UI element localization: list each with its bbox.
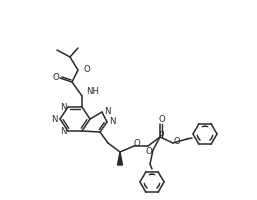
Text: O: O <box>53 72 59 82</box>
Text: N: N <box>109 117 115 127</box>
Text: N: N <box>60 128 66 136</box>
Text: O: O <box>146 148 152 156</box>
Text: O: O <box>159 116 165 124</box>
Text: NH: NH <box>86 88 99 97</box>
Text: N: N <box>51 114 57 123</box>
Text: O: O <box>83 64 90 73</box>
Text: O: O <box>134 138 140 148</box>
Text: N: N <box>60 102 66 112</box>
Polygon shape <box>117 152 123 165</box>
Text: N: N <box>104 106 110 116</box>
Text: P: P <box>158 130 164 140</box>
Text: O: O <box>174 138 180 146</box>
